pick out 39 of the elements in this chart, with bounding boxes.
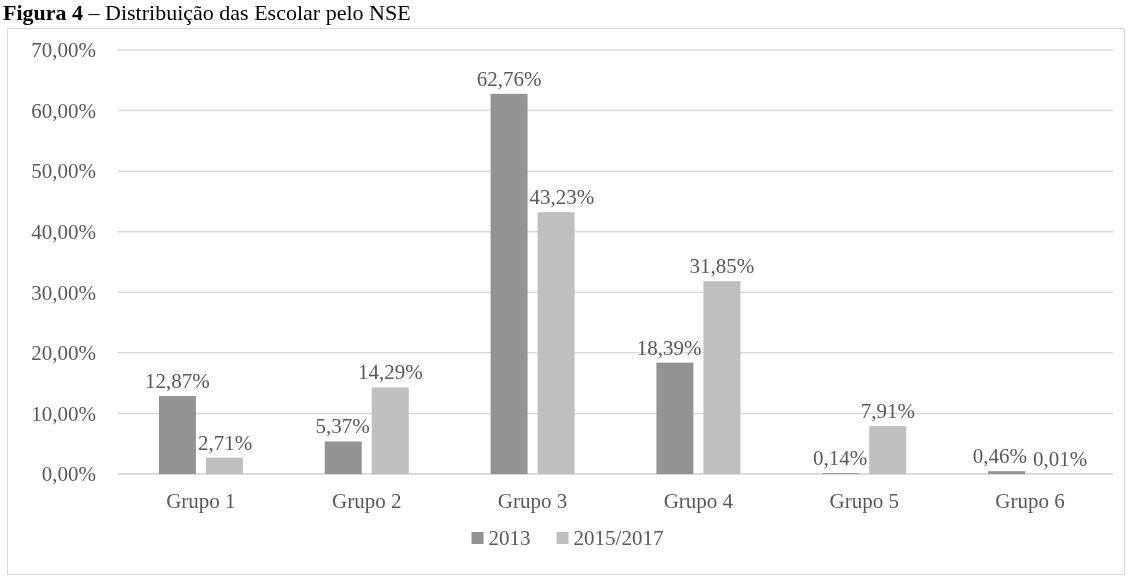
legend-label: 2015/2017 [573, 526, 664, 550]
y-tick-label: 60,00% [31, 98, 96, 123]
bar [371, 387, 409, 474]
data-label: 5,37% [315, 414, 370, 439]
y-tick-label: 0,00% [41, 462, 96, 487]
y-tick-label: 70,00% [31, 38, 96, 63]
x-tick-label: Grupo 1 [166, 489, 236, 513]
bar [537, 212, 575, 474]
data-label: 14,29% [357, 360, 423, 385]
x-tick-label: Grupo 5 [829, 489, 899, 513]
x-tick-label: Grupo 4 [663, 489, 734, 513]
data-label: 43,23% [529, 185, 595, 210]
data-label: 18,39% [636, 335, 702, 360]
bar [324, 441, 362, 474]
data-label: 0,01% [1033, 446, 1088, 471]
y-tick-label: 20,00% [31, 341, 96, 366]
x-tick-label: Grupo 6 [995, 489, 1065, 513]
y-tick-label: 50,00% [31, 159, 96, 184]
bar [703, 281, 741, 474]
data-label: 0,46% [972, 444, 1028, 469]
bar [656, 362, 694, 474]
y-tick-label: 10,00% [31, 401, 96, 426]
y-tick-label: 40,00% [31, 220, 96, 245]
data-label: 12,87% [145, 369, 210, 394]
legend-label: 2013 [488, 526, 531, 550]
data-label: 62,76% [476, 66, 542, 91]
bar [869, 426, 907, 474]
bar [158, 396, 196, 474]
x-tick-label: Grupo 3 [497, 489, 568, 513]
data-label: 2,71% [197, 430, 253, 455]
bar [988, 471, 1026, 474]
y-tick-label: 30,00% [31, 280, 96, 305]
chart-title: Figura 4 – Distribuição das Escolar pelo NSE [3, 0, 411, 25]
bar [490, 93, 528, 474]
data-label: 7,91% [860, 399, 915, 424]
x-tick-label: Grupo 2 [332, 489, 402, 513]
bar [205, 457, 243, 474]
data-label: 0,14% [813, 446, 868, 471]
data-label: 31,85% [689, 254, 755, 279]
